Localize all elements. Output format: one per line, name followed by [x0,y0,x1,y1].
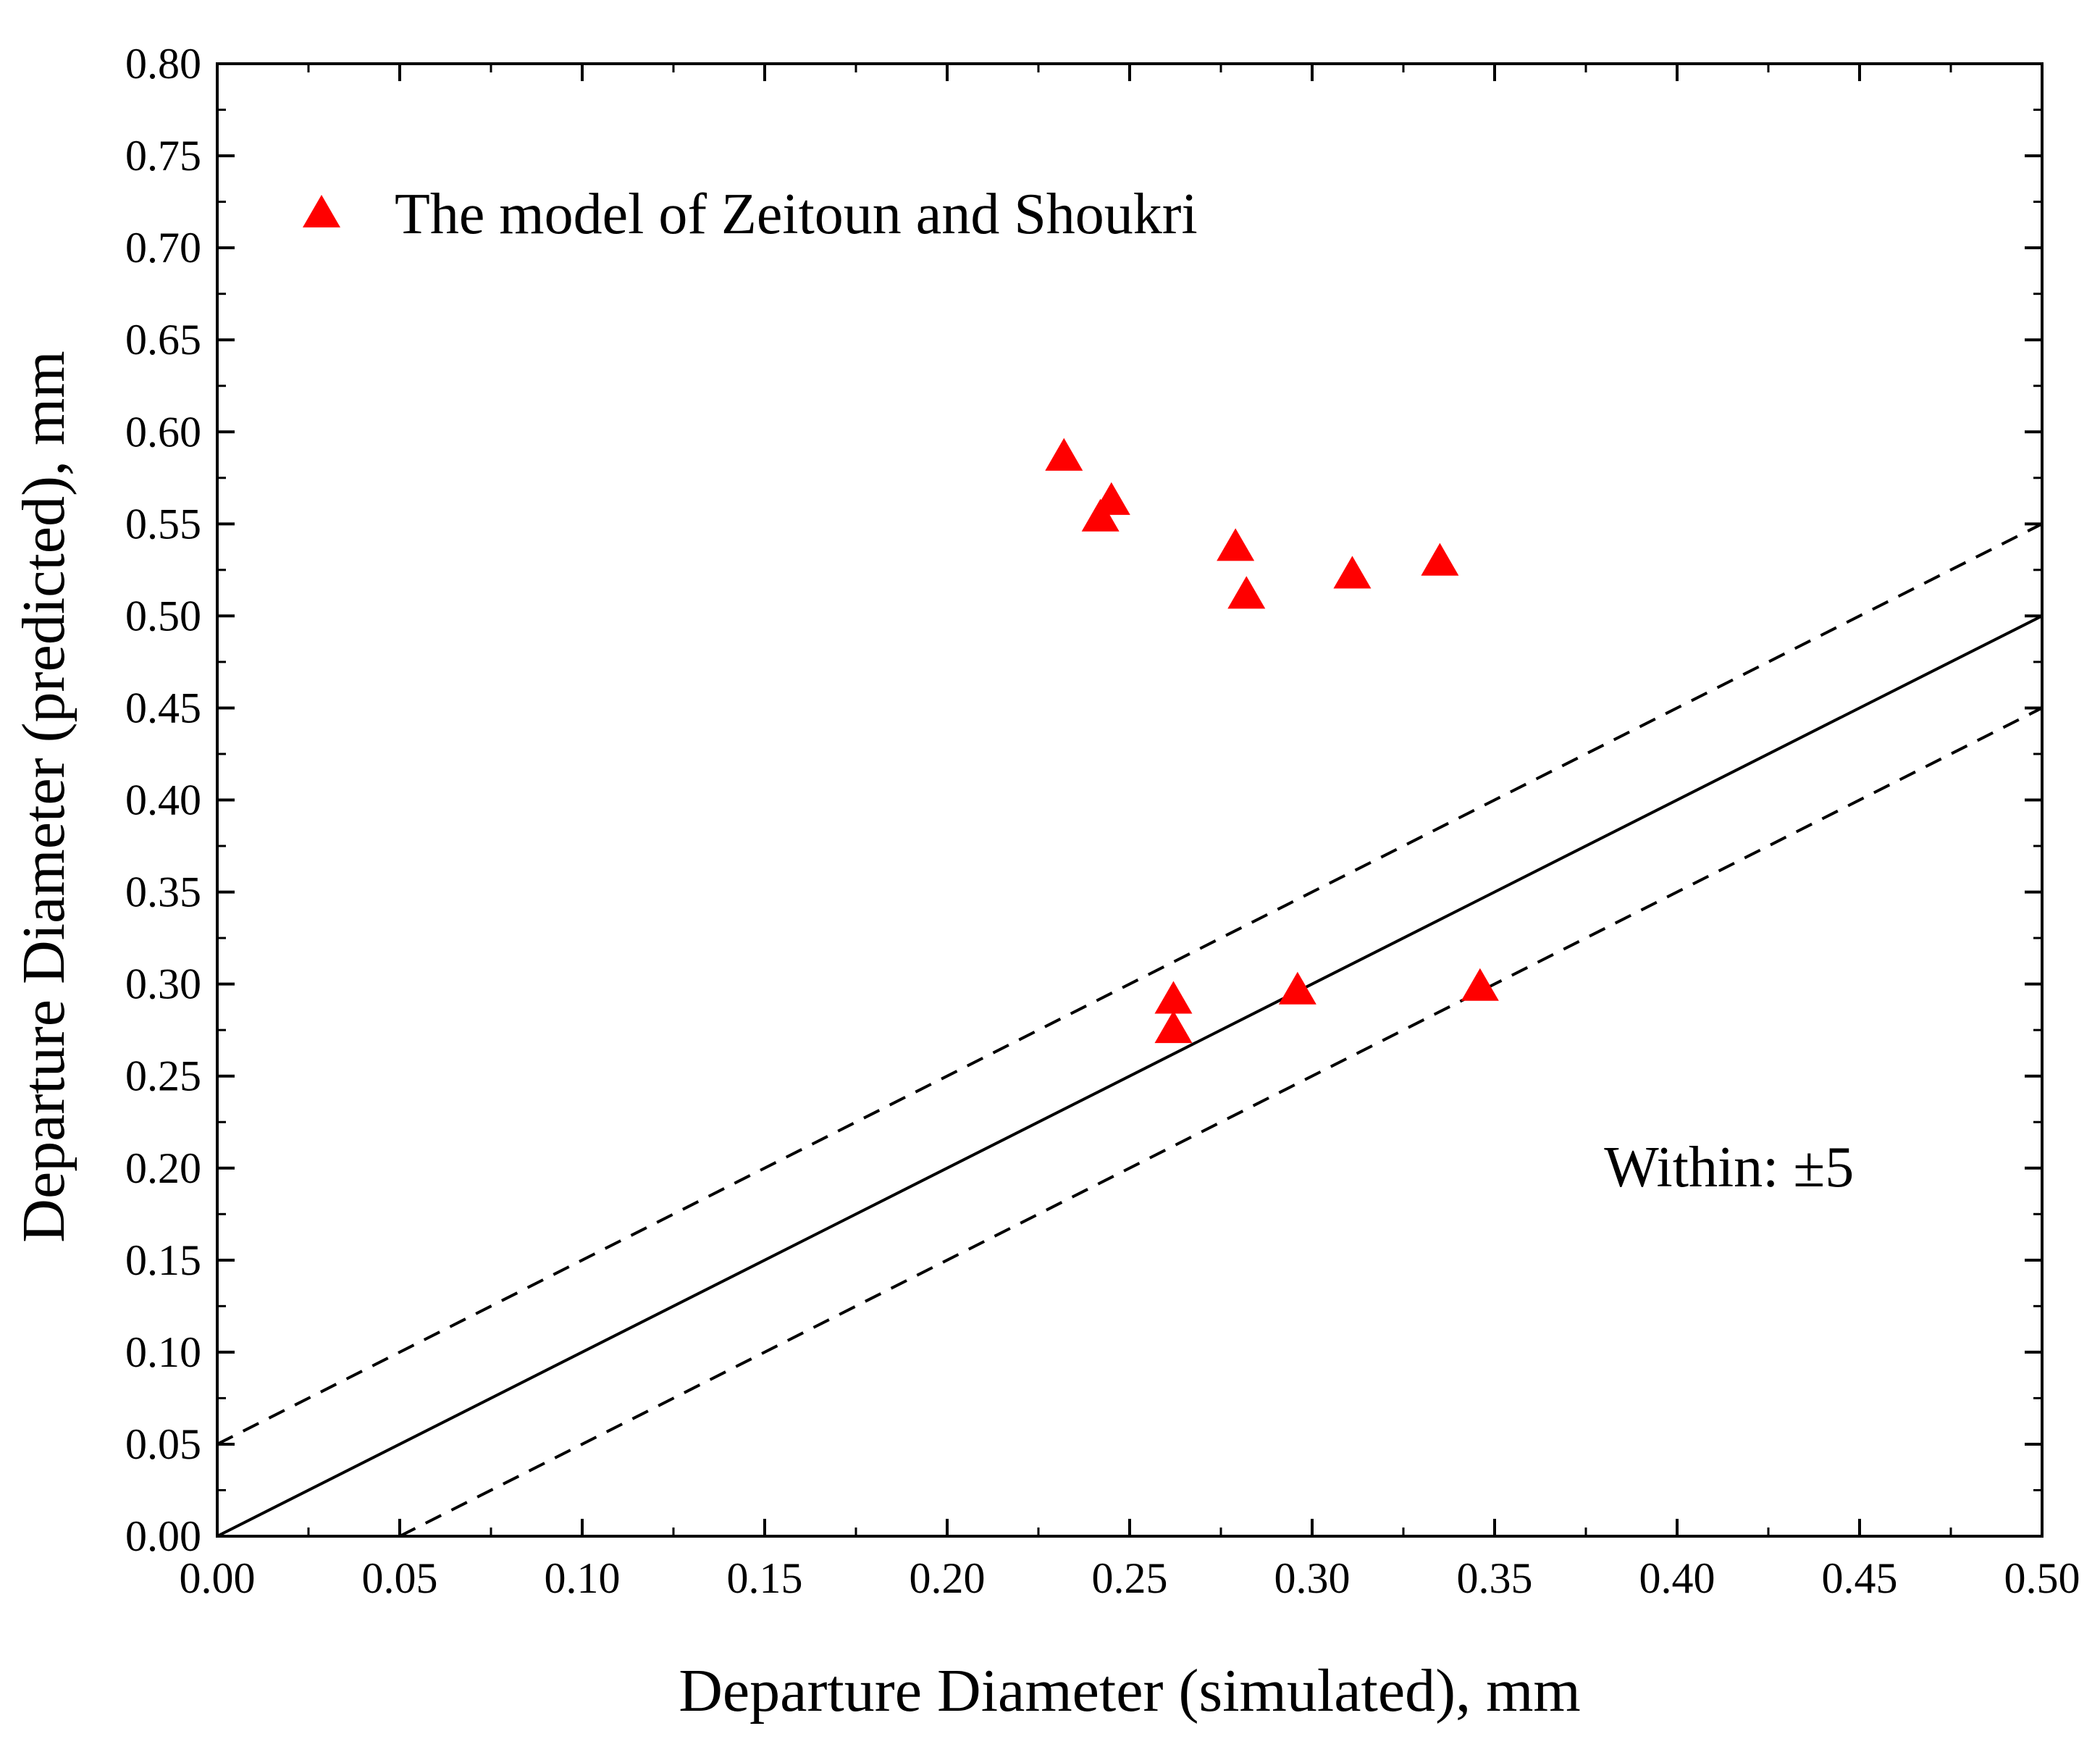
y-tick-label: 0.50 [125,592,201,640]
x-tick-label: 0.30 [1274,1554,1351,1602]
x-tick-label: 0.05 [362,1554,438,1602]
y-tick-label: 0.20 [125,1144,201,1192]
y-tick-label: 0.15 [125,1236,201,1284]
reference-line-dashed-2 [399,706,2043,1538]
y-tick-label: 0.25 [125,1052,201,1100]
y-tick-label: 0.10 [125,1328,201,1376]
data-point-triangle [1081,498,1120,532]
y-tick-label: 0.70 [125,224,201,272]
reference-line-parity [217,614,2043,1538]
y-tick-label: 0.75 [125,132,201,180]
y-tick-label: 0.55 [125,500,201,548]
y-axis-title: Departure Diameter (predicted), mm [10,351,77,1242]
y-tick-label: 0.35 [125,868,201,916]
reference-lines [217,522,2043,1538]
data-points [1045,437,1499,1044]
legend: The model of Zeitoun and Shoukri [303,183,1198,246]
data-point-triangle [1461,968,1499,1001]
y-tick-label: 0.05 [125,1420,201,1468]
x-tick-label: 0.40 [1639,1554,1715,1602]
reference-line-dashed-1 [217,522,2043,1446]
x-tick-label: 0.45 [1822,1554,1898,1602]
x-tick-label: 0.35 [1457,1554,1533,1602]
y-tick-label: 0.30 [125,960,201,1008]
data-point-triangle [1278,971,1316,1005]
data-point-triangle [1154,1010,1193,1044]
data-point-triangle [1333,556,1372,589]
data-point-triangle [1227,576,1266,609]
data-point-triangle [1421,542,1459,576]
x-axis-ticks: 0.00 0.05 0.10 0.15 0.20 0.25 0.30 0.35 0.40 0.45… [180,64,2080,1602]
legend-label: The model of Zeitoun and Shoukri [395,183,1198,246]
x-tick-label: 0.00 [180,1554,256,1602]
data-point-triangle [1217,528,1255,561]
x-tick-label: 0.20 [910,1554,986,1602]
y-tick-label: 0.00 [125,1512,201,1560]
data-point-triangle [1154,981,1193,1014]
x-axis-title: Departure Diameter (simulated), mm [679,1657,1581,1725]
plot-frame [216,62,2044,1538]
within-annotation: Within: ±5 [1604,1136,1854,1199]
y-tick-label: 0.60 [125,408,201,456]
y-tick-label: 0.40 [125,776,201,824]
x-tick-label: 0.10 [545,1554,621,1602]
y-axis-ticks: 0.00 0.05 0.10 0.15 0.20 0.25 0.30 0.35 0.40 0.45… [125,40,2042,1560]
x-tick-label: 0.15 [727,1554,803,1602]
y-tick-label: 0.80 [125,40,201,88]
y-tick-label: 0.65 [125,316,201,364]
x-tick-label: 0.50 [2004,1554,2080,1602]
y-tick-label: 0.45 [125,684,201,732]
data-point-triangle [1045,437,1083,471]
x-tick-label: 0.25 [1092,1554,1168,1602]
legend-marker-triangle [303,194,340,228]
